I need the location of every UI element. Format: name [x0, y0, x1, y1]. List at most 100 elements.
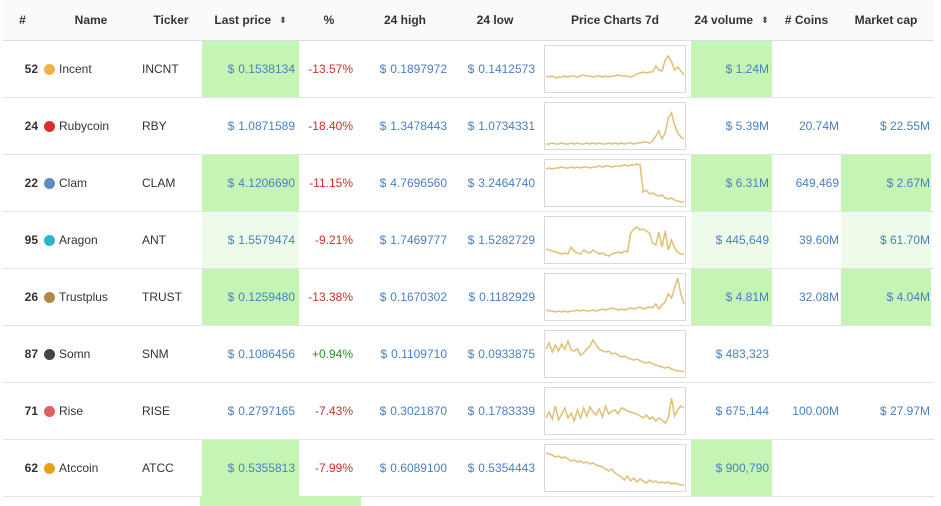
low-24-value: 0.1783339 [478, 404, 535, 418]
name-cell[interactable]: Aragon [42, 212, 140, 268]
price-chart-cell[interactable] [539, 326, 691, 382]
currency-symbol: $ [227, 62, 235, 76]
currency-symbol: $ [379, 290, 387, 304]
currency-symbol: $ [227, 461, 235, 475]
coin-name-link[interactable]: Clam [59, 176, 88, 190]
sparkline-chart[interactable] [544, 216, 686, 264]
high-24-value: 1.3478443 [390, 119, 447, 133]
coins-cell [772, 41, 841, 97]
coin-name-link[interactable]: Somn [59, 347, 91, 361]
table-header: # Name Ticker Last price ⬍ % 24 high 24 … [3, 0, 934, 41]
last-price-cell: $0.1086456 [202, 326, 299, 382]
atccoin-icon [44, 462, 55, 474]
rank-cell: 22 [24, 176, 38, 190]
aragon-icon [44, 234, 55, 246]
last-price-cell: $1.5579474 [202, 212, 299, 268]
high-24-cell: $0.1897972 [359, 41, 451, 97]
table-row[interactable]: 24 Rubycoin RBY $1.0871589 -18.40% $1.3478443… [3, 98, 934, 155]
market-cap-cell: $ 27.97M [879, 404, 930, 418]
currency-symbol: $ [379, 176, 387, 190]
coin-name-link[interactable]: Trustplus [59, 290, 108, 304]
market-cap-cell: $ 4.04M [841, 269, 931, 325]
price-chart-cell[interactable] [539, 440, 691, 496]
currency-symbol: $ [227, 404, 235, 418]
ticker-cell: CLAM [142, 176, 176, 190]
high-24-cell: $0.6089100 [359, 440, 451, 496]
table-row[interactable]: 87 Somn SNM $0.1086456 +0.94% $0.1109710 $0.09… [3, 326, 934, 383]
high-24-cell: $0.1109710 [359, 326, 451, 382]
ticker-cell: INCNT [142, 62, 179, 76]
currency-symbol: $ [227, 347, 235, 361]
currency-symbol: $ [467, 62, 475, 76]
name-cell[interactable]: Trustplus [42, 269, 140, 325]
price-chart-cell[interactable] [539, 212, 691, 268]
coin-name-link[interactable]: Atccoin [59, 461, 99, 475]
header-percent[interactable]: % [323, 13, 335, 27]
high-24-cell: $4.7696560 [359, 155, 451, 211]
sort-icon[interactable]: ⬍ [761, 14, 769, 25]
header-last-price[interactable]: Last price ⬍ [202, 0, 299, 40]
header-24-low[interactable]: 24 low [476, 13, 514, 27]
price-chart-cell[interactable] [539, 98, 691, 154]
sparkline-line [545, 277, 685, 313]
table-row[interactable]: 62 Atccoin ATCC $0.5355813 -7.99% $0.6089100 $… [3, 440, 934, 497]
currency-symbol: $ [227, 176, 235, 190]
high-24-cell: $0.3021870 [359, 383, 451, 439]
price-chart-cell[interactable] [539, 41, 691, 97]
sparkline-chart[interactable] [544, 273, 686, 321]
header-24-volume[interactable]: 24 volume ⬍ [691, 0, 772, 40]
percent-change-cell: +0.94% [311, 347, 353, 361]
currency-symbol: $ [467, 176, 475, 190]
price-chart-cell[interactable] [539, 155, 691, 211]
table-row[interactable]: 95 Aragon ANT $1.5579474 -9.21% $1.7469777 $1.… [3, 212, 934, 269]
low-24-cell: $0.1783339 [451, 383, 539, 439]
currency-symbol: $ [227, 290, 235, 304]
header-ticker[interactable]: Ticker [153, 13, 189, 27]
coin-name-link[interactable]: Incent [59, 62, 92, 76]
header-name[interactable]: Name [74, 13, 108, 27]
name-cell[interactable]: Rise [42, 383, 140, 439]
sparkline-chart[interactable] [544, 159, 686, 207]
last-price-cell: $4.1206690 [202, 155, 299, 211]
rise-icon [44, 405, 55, 417]
name-cell[interactable]: Somn [42, 326, 140, 382]
name-cell[interactable]: Clam [42, 155, 140, 211]
coins-cell: 39.60M [798, 233, 839, 247]
sparkline-chart[interactable] [544, 102, 686, 150]
price-chart-cell[interactable] [539, 383, 691, 439]
table-row[interactable]: 52 Incent INCNT $0.1538134 -13.57% $0.1897972… [3, 41, 934, 98]
header-market-cap[interactable]: Market cap [854, 13, 918, 27]
header-coins[interactable]: # Coins [784, 13, 829, 27]
coin-name-link[interactable]: Rubycoin [59, 119, 110, 133]
sparkline-chart[interactable] [544, 330, 686, 378]
coins-cell: 20.74M [798, 119, 839, 133]
low-24-value: 0.1412573 [478, 62, 535, 76]
name-cell[interactable]: Rubycoin [42, 98, 140, 154]
sparkline-chart[interactable] [544, 387, 686, 435]
last-price-cell: $0.2797165 [202, 383, 299, 439]
ticker-cell: TRUST [142, 290, 182, 304]
low-24-value: 0.0933875 [478, 347, 535, 361]
name-cell[interactable]: Atccoin [42, 440, 140, 496]
header-24-high[interactable]: 24 high [383, 13, 426, 27]
coin-name-link[interactable]: Aragon [59, 233, 98, 247]
coins-cell: 32.08M [798, 290, 839, 304]
table-row[interactable]: 26 Trustplus TRUST $0.1259480 -13.38% $0.1670… [3, 269, 934, 326]
last-price-value: 1.5579474 [238, 233, 295, 247]
sparkline-line [545, 163, 684, 203]
currency-symbol: $ [380, 347, 388, 361]
price-chart-cell[interactable] [539, 269, 691, 325]
coins-cell [772, 440, 841, 496]
rank-cell: 71 [24, 404, 38, 418]
name-cell[interactable]: Incent [42, 41, 140, 97]
coin-name-link[interactable]: Rise [59, 404, 84, 418]
sparkline-chart[interactable] [544, 45, 686, 93]
table-row[interactable]: 22 Clam CLAM $4.1206690 -11.15% $4.7696560 $3.… [3, 155, 934, 212]
percent-change-cell: -9.21% [314, 233, 353, 247]
high-24-value: 0.1109710 [391, 347, 447, 361]
sparkline-chart[interactable] [544, 444, 686, 492]
sort-icon[interactable]: ⬍ [279, 14, 287, 25]
currency-symbol: $ [468, 290, 476, 304]
sparkline-line [545, 225, 684, 257]
table-row[interactable]: 71 Rise RISE $0.2797165 -7.43% $0.3021870 $0.1… [3, 383, 934, 440]
